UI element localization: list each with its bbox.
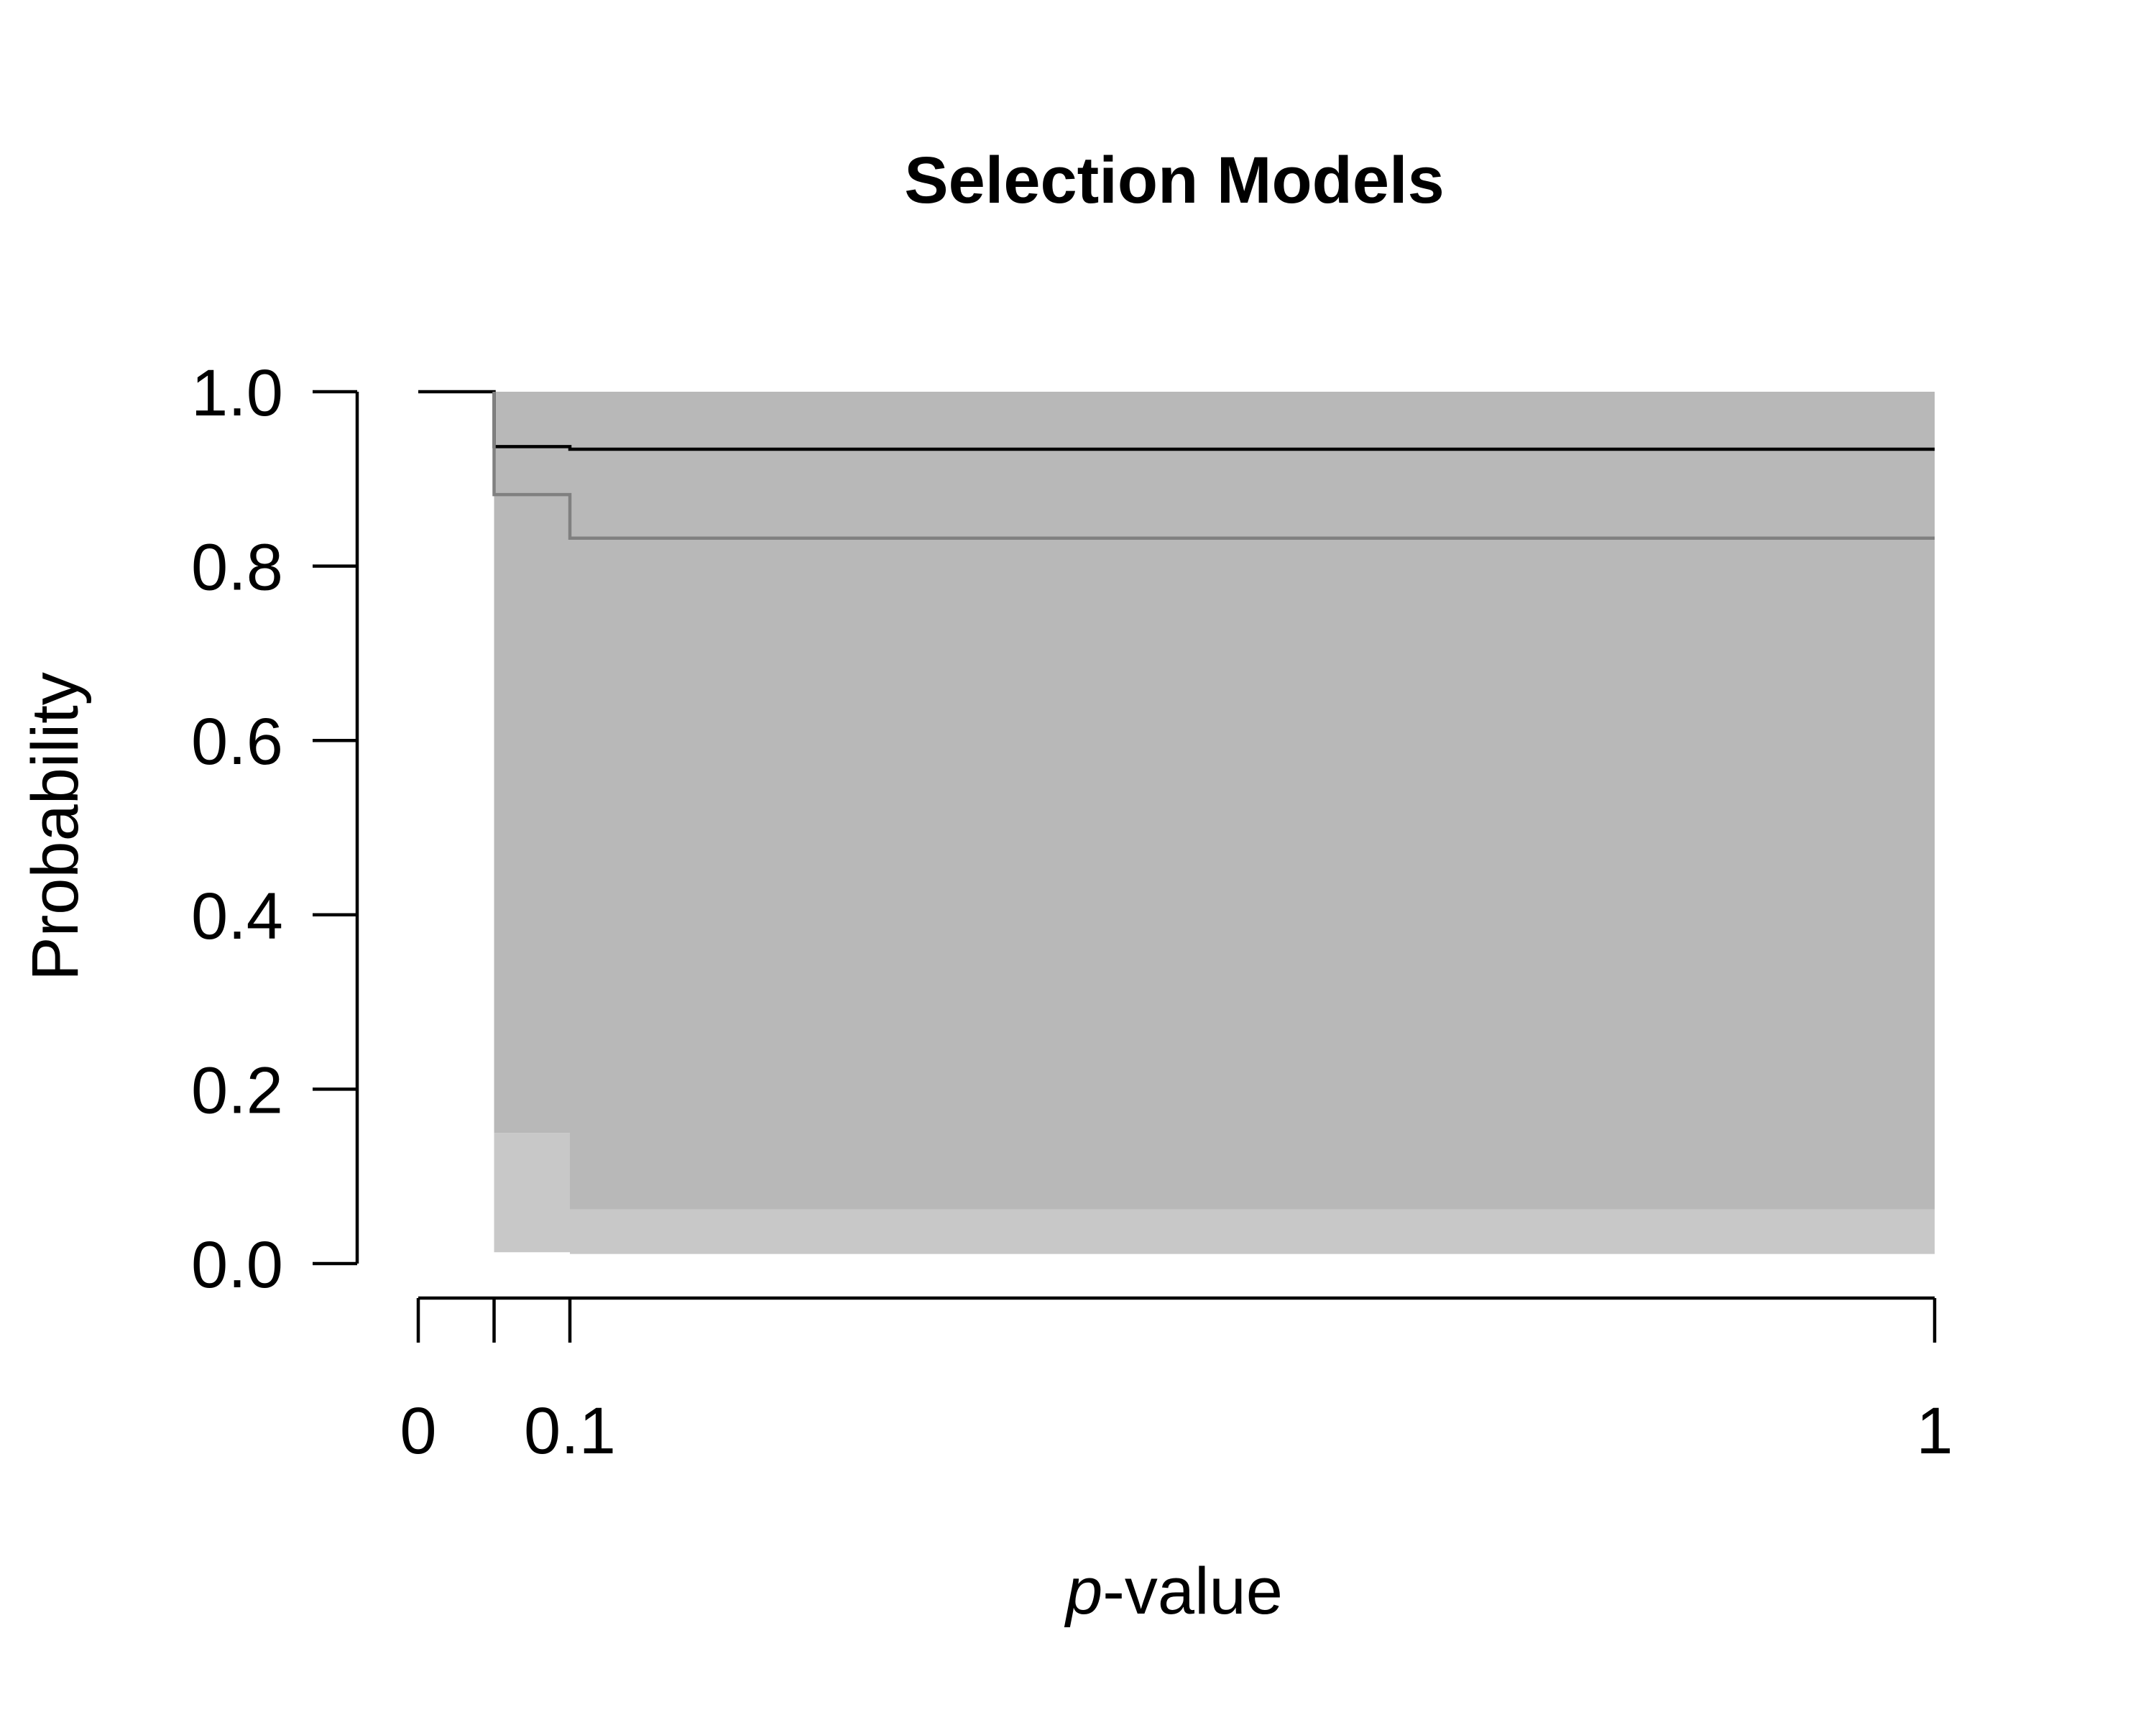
series-line-0	[418, 390, 1935, 451]
y-tick-label: 0.0	[191, 1228, 283, 1302]
chart-title: Selection Models	[904, 144, 1445, 217]
y-tick-label: 0.4	[191, 880, 283, 953]
x-tick-label: 1	[1916, 1394, 1953, 1468]
y-axis-label: Probability	[19, 672, 92, 981]
x-tick-label: 0.1	[524, 1394, 616, 1468]
series-lines	[418, 390, 1935, 540]
y-tick-label: 1.0	[191, 356, 283, 430]
x-tick-label: 0	[400, 1394, 436, 1468]
band-1-step-0	[494, 392, 570, 1133]
x-axis-label: p-value	[1064, 1555, 1283, 1628]
y-tick-label: 0.6	[191, 705, 283, 778]
confidence-bands	[494, 392, 1935, 1254]
band-1-step-1	[570, 392, 1935, 1210]
y-axis: 0.0 0.2 0.4 0.6 0.8 1.0	[191, 356, 359, 1302]
x-axis-label-italic: p	[1064, 1555, 1102, 1628]
band-0-step-1	[570, 1209, 1935, 1254]
y-tick-label: 0.8	[191, 531, 283, 604]
x-axis: 0 0.1 1	[400, 1296, 1953, 1468]
series-line-1	[492, 392, 1935, 540]
y-tick-label: 0.2	[191, 1054, 283, 1127]
x-axis-label-rest: -value	[1102, 1555, 1283, 1628]
band-0-step-0	[494, 1133, 570, 1253]
